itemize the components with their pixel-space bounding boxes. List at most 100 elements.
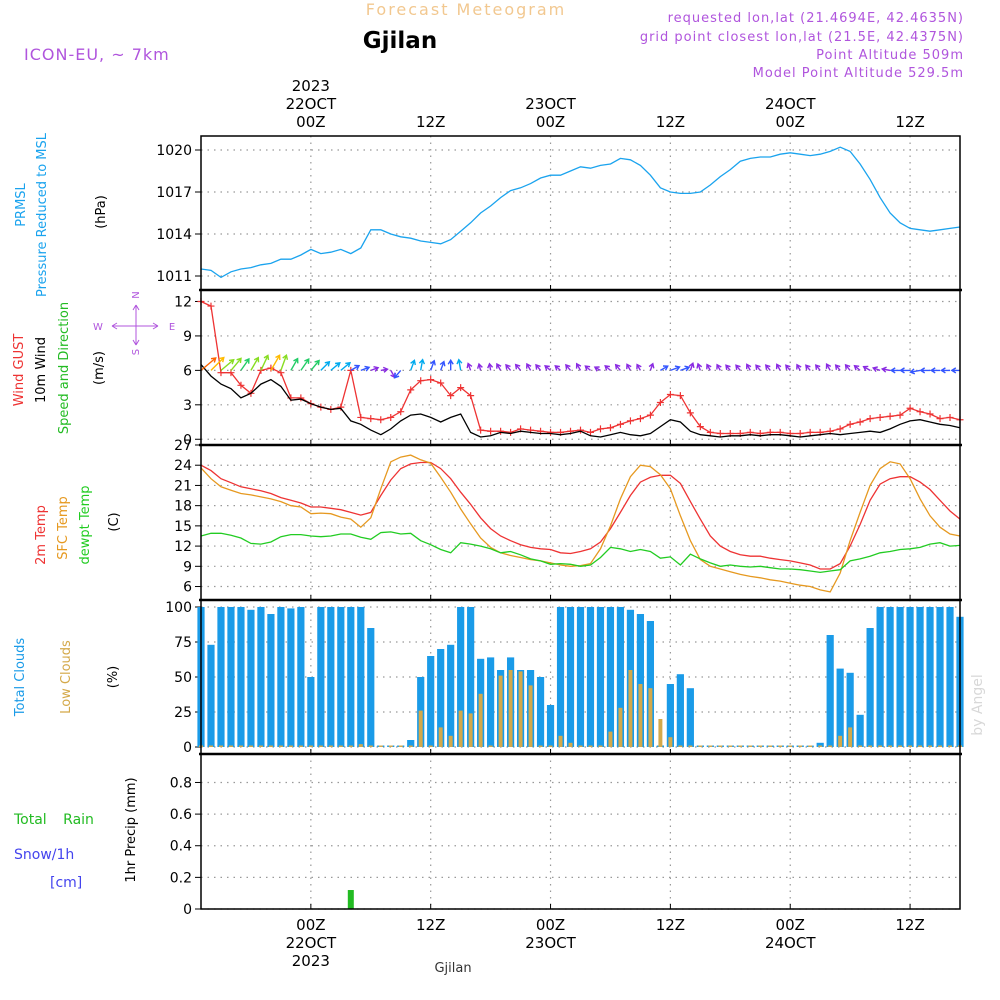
pressure-labels: PRMSL Pressure Reduced to MSL (hPa) [14, 132, 109, 297]
clouds-ytick-label: 75 [174, 635, 192, 651]
wind-labels: Wind GUST 10m Wind Speed and Direction (… [12, 291, 175, 434]
gust-marker [886, 412, 894, 420]
low-clouds-bar [908, 745, 913, 747]
gust-marker [297, 394, 305, 402]
low-clouds-bar [888, 745, 893, 747]
gust-marker [387, 413, 395, 421]
low-clouds-bar [338, 745, 343, 747]
gust-marker [457, 384, 465, 392]
time-label-bottom: 00Z [536, 916, 565, 934]
wind-arrow [290, 357, 299, 371]
low-clouds-bar [628, 670, 633, 747]
wind-unit: (m/s) [92, 351, 107, 385]
temperature-panel: 6 9 12 15 18 21 24 27 [174, 438, 961, 601]
total-clouds-bar [606, 607, 615, 747]
precip-legend: Total Rain Snow/1h [cm] 1hr Precip (mm) [13, 777, 139, 891]
total-clouds-bar [337, 607, 345, 747]
low-clouds-bar [448, 735, 453, 747]
compass-e: E [169, 322, 175, 333]
total-clouds-bar [457, 607, 465, 747]
wind-arrow [330, 361, 341, 371]
total-clouds-bar [257, 607, 265, 747]
low-clouds-bar [358, 744, 363, 747]
wind-arrow [614, 363, 621, 371]
low-clouds-bar [258, 745, 263, 747]
total-clouds-bar [856, 714, 864, 747]
gust-marker [586, 428, 594, 436]
low-clouds-bar [468, 713, 473, 747]
temp-label-2m: 2m Temp [34, 505, 49, 565]
clouds-ytick-label: 100 [165, 600, 192, 616]
wind-ytick-label: 12 [174, 294, 192, 310]
low-clouds-bar [308, 745, 313, 747]
low-clouds-bar [318, 745, 323, 747]
time-label-bottom: 00Z [296, 916, 325, 934]
wind-arrow [871, 366, 881, 373]
total-clouds-bar [367, 628, 375, 747]
gust-marker [806, 428, 814, 436]
low-clouds-bar [818, 745, 823, 747]
total-rain-bar [347, 890, 354, 909]
wind-arrow [210, 356, 225, 371]
wind-arrow [260, 354, 270, 371]
gust-marker [676, 392, 684, 400]
wind-arrow [280, 353, 289, 371]
precip-frame [200, 753, 961, 910]
compass-w: W [93, 322, 103, 333]
wind-arrow [418, 358, 426, 371]
compass-arrows-icon [111, 304, 159, 346]
temperature-ytick-label: 27 [174, 438, 192, 454]
total-clouds-bar [676, 674, 684, 747]
wind-arrow [660, 365, 669, 372]
low-clouds-bar [668, 737, 673, 747]
wind-arrow [950, 367, 960, 374]
low-clouds-bar [788, 745, 793, 747]
total-clouds-bar [616, 607, 625, 747]
gust-marker [547, 428, 555, 436]
wind-arrow [320, 360, 331, 371]
gust-marker [636, 415, 644, 423]
prmsl-line [200, 146, 961, 279]
time-label-top: 00Z [536, 113, 565, 131]
total-clouds-bar [467, 607, 475, 747]
wind-arrow [430, 359, 436, 371]
low-clouds-bar [558, 735, 563, 747]
total-clouds-bar [866, 628, 874, 747]
pressure-label-msl: Pressure Reduced to MSL [35, 132, 50, 297]
wind-arrow [505, 363, 512, 371]
wind-arrow [814, 364, 821, 371]
wind-arrow [496, 362, 502, 371]
low-clouds-bar [209, 745, 213, 747]
model-label: ICON-EU, ~ 7km [24, 45, 170, 64]
total-clouds-bar [826, 635, 834, 747]
total-clouds-bar [596, 607, 605, 747]
low-clouds-bar [838, 735, 843, 747]
total-clouds-bar [546, 705, 555, 747]
temperature-ytick-label: 9 [183, 559, 192, 575]
wind-arrow [853, 364, 861, 371]
compass-rose-icon: N S W E [93, 291, 175, 355]
total-clouds-bar [876, 607, 884, 747]
wind-ytick-label: 9 [183, 329, 192, 345]
total-clouds-bar [886, 607, 894, 747]
low-clouds-bar [408, 745, 413, 747]
precip-panel: 0 0.2 0.4 0.6 0.8 [170, 753, 961, 918]
precip-ytick-label: 0.6 [170, 807, 192, 823]
gust-marker [337, 403, 345, 411]
total-clouds-bar [536, 677, 545, 747]
low-clouds-bar [238, 745, 243, 747]
wind-arrow [370, 366, 380, 372]
low-clouds-bar [588, 745, 593, 747]
low-clouds-bar [598, 745, 603, 747]
low-clouds-bar [538, 745, 543, 747]
gust-marker [706, 428, 714, 436]
wind-arrow [716, 363, 722, 371]
wind-arrow [240, 357, 250, 371]
precip-ytick-label: 0.4 [170, 839, 192, 855]
wind-arrow [929, 367, 940, 374]
pressure-label-prmsl: PRMSL [14, 182, 29, 226]
dewpt-temp-line [200, 531, 961, 574]
time-label-top: 00Z [776, 113, 805, 131]
low-clouds-bar [218, 745, 223, 747]
gust-marker [846, 420, 854, 428]
